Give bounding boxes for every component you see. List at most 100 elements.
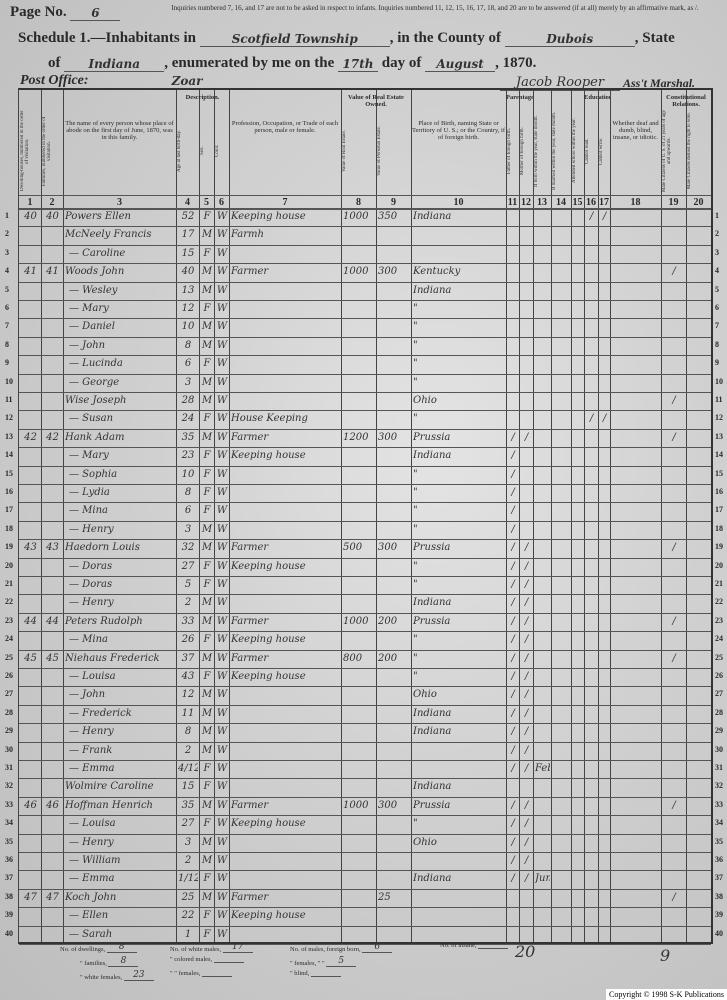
cell-col-4: 10 — [181, 468, 195, 480]
cell-col-3: — Mary — [69, 450, 109, 462]
line-number: 17 — [715, 505, 723, 515]
line-number: 18 — [715, 523, 723, 533]
cell-col-5: F — [203, 468, 211, 480]
cell-col-11: / — [511, 560, 515, 572]
cell-col-3: Koch John — [65, 891, 117, 903]
line-number: 4 — [5, 266, 9, 276]
cell-col-10: " — [413, 818, 418, 830]
cell-col-11: / — [511, 615, 515, 627]
footer-families: " families, 8 — [80, 956, 139, 967]
row-divider — [19, 649, 711, 651]
dwellings-value: 8 — [106, 942, 137, 953]
column-header-20: Male Citizens denied the right to vote. — [687, 112, 692, 190]
line-number: 10 — [5, 376, 13, 386]
cell-col-12: / — [524, 799, 529, 811]
page-no-label: Page No. — [10, 4, 67, 20]
cell-col-4: 24 — [181, 413, 195, 425]
group-header-education: Education. — [584, 94, 610, 101]
cell-col-1: 43 — [24, 542, 37, 554]
cell-col-4: 6 — [184, 505, 192, 517]
line-number: 2 — [5, 229, 9, 239]
foreign-females-value: 5 — [326, 956, 357, 967]
column-number-16: 16 — [586, 197, 596, 208]
cell-col-4: 35 — [181, 431, 195, 443]
cell-col-4: 33 — [181, 615, 195, 627]
row-divider — [19, 723, 711, 725]
county-value: Dubois — [504, 32, 635, 47]
cell-col-10: " — [413, 671, 418, 682]
column-header-14: If married within the year, state month. — [552, 111, 557, 191]
cell-col-6: W — [216, 615, 228, 627]
line-number: 30 — [715, 744, 723, 754]
cell-col-5: F — [203, 560, 211, 572]
month-value: August — [425, 57, 496, 72]
cell-col-11: / — [511, 523, 515, 535]
cell-col-3: — Doras — [69, 579, 113, 590]
line-number: 35 — [5, 836, 13, 846]
cell-col-3: — Mary — [69, 303, 109, 314]
cell-col-10: Ohio — [413, 395, 437, 406]
footer-white-males: No. of white males, 17 — [170, 942, 253, 953]
cell-col-7: Keeping house — [231, 450, 306, 462]
footer-colored-females: " " females, — [170, 970, 233, 977]
marshal-label: Ass't Marshal. — [623, 76, 696, 90]
column-header-15: Attended school within the year. — [572, 118, 577, 184]
cell-col-5: F — [203, 579, 211, 590]
column-divider — [584, 90, 585, 942]
row-divider — [19, 520, 711, 522]
line-number: 3 — [5, 247, 9, 257]
cell-col-12: / — [524, 671, 529, 682]
cell-col-9: 350 — [378, 211, 398, 222]
cell-col-11: / — [511, 597, 515, 609]
cell-col-6: W — [216, 744, 228, 756]
line-number: 32 — [715, 781, 723, 791]
cell-col-10: " — [413, 579, 418, 590]
cell-col-11: / — [511, 707, 515, 719]
cell-col-17: / — [602, 413, 607, 425]
cell-col-4: 6 — [184, 358, 192, 370]
post-office-value: Zoar — [92, 74, 283, 89]
cell-col-4: 15 — [181, 247, 195, 259]
cell-col-11: / — [511, 579, 515, 590]
cell-col-4: 5 — [184, 579, 192, 590]
cell-col-3: — Sarah — [69, 928, 113, 940]
row-divider — [19, 281, 711, 283]
cell-col-7: Keeping house — [231, 634, 306, 646]
dwellings-label: No. of dwellings, — [60, 946, 106, 953]
cell-col-12: / — [524, 818, 529, 830]
cell-col-19: / — [672, 266, 676, 278]
copyright-notice: Copyright © 1998 S-K Publications — [606, 989, 727, 1000]
cell-col-12: / — [524, 836, 529, 848]
line-number: 11 — [715, 395, 723, 404]
cell-col-5: M — [201, 284, 213, 296]
cell-col-4: 8 — [184, 487, 192, 498]
cell-col-4: 2 — [184, 597, 192, 609]
line-number: 7 — [5, 321, 9, 331]
cell-col-7: Keeping house — [231, 211, 306, 222]
page-no-value: 6 — [70, 6, 121, 21]
column-number-13: 13 — [537, 197, 547, 208]
cell-col-5: F — [203, 247, 211, 259]
cell-col-5: M — [201, 339, 213, 351]
cell-col-4: 2 — [184, 855, 192, 866]
cell-col-3: McNeely Francis — [65, 229, 152, 241]
line-number: 24 — [715, 634, 723, 644]
cell-col-3: — Emma — [69, 763, 115, 774]
column-divider — [176, 90, 177, 942]
line-number: 27 — [715, 689, 723, 699]
cell-col-10: Indiana — [413, 781, 452, 793]
line-number: 23 — [715, 615, 723, 625]
cell-col-1: 42 — [24, 431, 37, 443]
insane-value — [478, 948, 509, 949]
year-label: , 1870. — [495, 55, 537, 71]
column-divider — [41, 90, 42, 942]
cell-col-13: June — [535, 873, 550, 885]
cell-col-7: Farmer — [231, 799, 269, 811]
line-number: 1 — [715, 211, 719, 220]
cell-col-4: 15 — [181, 781, 195, 793]
line-number: 6 — [5, 303, 9, 312]
cell-col-3: — Henry — [69, 523, 114, 535]
line-number: 21 — [5, 579, 13, 588]
line-number: 10 — [715, 376, 723, 386]
cell-col-10: " — [413, 303, 418, 314]
